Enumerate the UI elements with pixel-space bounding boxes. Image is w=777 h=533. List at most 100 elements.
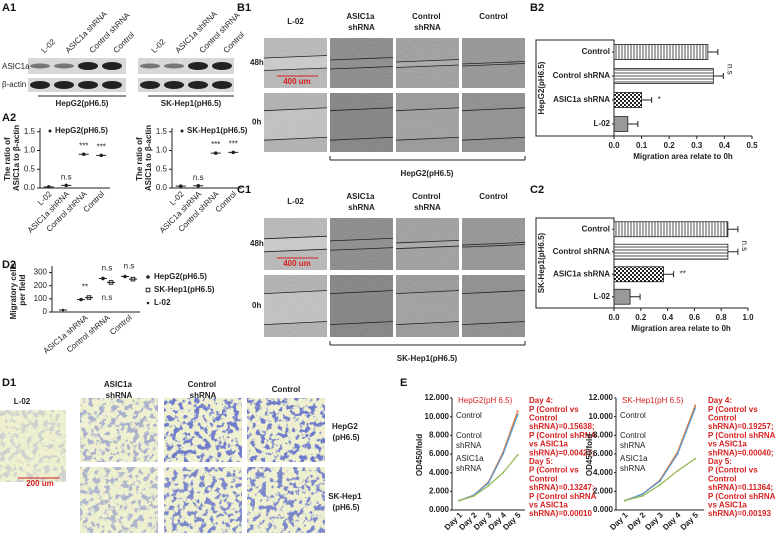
y-axis-label: OD450/fold (585, 434, 594, 476)
y-tick-label: 0.000 (429, 505, 450, 514)
column-label: Control shRNA (412, 12, 443, 32)
legend-label: SK-Hep1(pH6.5) (154, 285, 215, 294)
scale-label: 400 um (283, 259, 311, 268)
column-label: Control (479, 12, 507, 21)
wound-edge (395, 107, 460, 112)
y-tick-label: 0 (43, 307, 48, 316)
wound-edge (461, 290, 526, 294)
wound-edge (329, 57, 394, 61)
wound-edge (263, 290, 328, 294)
significance: n.s (740, 241, 749, 252)
annotation: Control (708, 474, 736, 483)
column-label: L-02 (287, 17, 304, 26)
annotation: P (Control shRNA (708, 431, 776, 440)
annotation: Day 4: (529, 396, 553, 405)
group-label: SK-Hep1(pH6.5) (397, 354, 458, 363)
point (231, 150, 236, 155)
row-label: β-actin (2, 80, 26, 89)
annotation: shRNA)=0.00193 (708, 509, 771, 518)
wound-edge (329, 237, 394, 242)
column-label: L-02 (14, 397, 31, 406)
y-tick-label: 10.000 (425, 412, 450, 421)
point (694, 404, 697, 407)
band (102, 81, 122, 89)
legend-marker (146, 301, 150, 305)
column-label: Control shRNA (412, 192, 443, 212)
y-tick-label: 1.5 (24, 127, 36, 136)
point (196, 183, 201, 188)
bar (613, 44, 709, 60)
bar (613, 92, 643, 108)
significance: n.s (124, 262, 135, 271)
annotation: P (Control shRNA (529, 492, 597, 501)
y-tick-label: 2.000 (593, 486, 614, 495)
lane-label: ASIC1a shRNA (64, 9, 110, 55)
annotation: vs ASIC1a (529, 501, 568, 510)
wound-edge (263, 67, 328, 71)
point (694, 457, 697, 460)
y-tick-label: 8.000 (429, 430, 450, 439)
panel-label: C1 (237, 184, 251, 196)
point (659, 480, 661, 483)
band (212, 62, 232, 70)
annotation: shRNA)=0.15638; (529, 422, 595, 431)
y-tick-label: Control (582, 47, 610, 56)
label-frame (535, 217, 615, 309)
significance: n.s (102, 264, 113, 273)
bar (613, 243, 729, 260)
legend-label: Control (456, 411, 482, 420)
y-axis-label: The ratio of ASIC1a to β-actin (135, 125, 153, 191)
wound-edge (461, 321, 526, 325)
significance: * (658, 95, 661, 104)
y-tick-label: 0.5 (24, 164, 36, 173)
wound-edge (329, 136, 394, 141)
annotation: shRNA)=0.00010 (529, 509, 592, 518)
point (487, 484, 490, 487)
wound-edge (395, 245, 460, 250)
wound-gap (462, 107, 525, 141)
y-tick-label: 6.000 (593, 449, 614, 458)
panel-label: B1 (237, 2, 251, 14)
wound-gap (264, 290, 327, 325)
wound-edge (461, 136, 526, 141)
y-tick-label: 0.5 (156, 164, 168, 173)
wound-edge (395, 136, 460, 141)
annotation: Control (529, 414, 557, 423)
band (102, 62, 122, 70)
annotation: vs ASIC1a (708, 501, 747, 510)
x-tick-label: 0.6 (689, 313, 701, 322)
annotation: P (Control vs (708, 466, 758, 475)
group-label: HepG2(pH6.5) (401, 169, 454, 178)
y-axis-label: OD450/fold (415, 434, 424, 476)
significance: n.s (725, 64, 734, 75)
annotation: vs ASIC1a (529, 440, 568, 449)
band (188, 62, 208, 70)
y-axis-label: SK-Hep1(pH6.5) (537, 232, 546, 293)
legend-label: ASIC1a shRNA (456, 454, 486, 473)
wound-gap (462, 61, 525, 66)
point (659, 483, 661, 486)
y-tick-label: 0.000 (593, 505, 614, 514)
blot (28, 58, 126, 74)
point (101, 276, 105, 281)
x-tick-label: Control (108, 313, 134, 337)
bar (613, 288, 631, 305)
point (502, 453, 505, 455)
x-tick-label: 0.2 (664, 141, 676, 150)
point (86, 295, 92, 300)
x-tick-label: 0.4 (719, 141, 731, 150)
significance: *** (211, 140, 220, 149)
legend-marker (48, 129, 52, 133)
blot (138, 78, 234, 92)
wound-edge (329, 66, 394, 70)
lane-label: Control (112, 30, 137, 55)
legend-label: HepG2(pH6.5) (55, 126, 108, 135)
legend-label: Control shRNA (456, 431, 484, 450)
y-tick-label: 100 (34, 294, 48, 303)
y-tick-label: 1.5 (156, 127, 168, 136)
legend-label: Control (620, 411, 646, 420)
wound-edge (263, 136, 328, 141)
legend-label: L-02 (154, 298, 171, 307)
wound-edge (263, 235, 328, 240)
stained-cells (164, 398, 242, 462)
